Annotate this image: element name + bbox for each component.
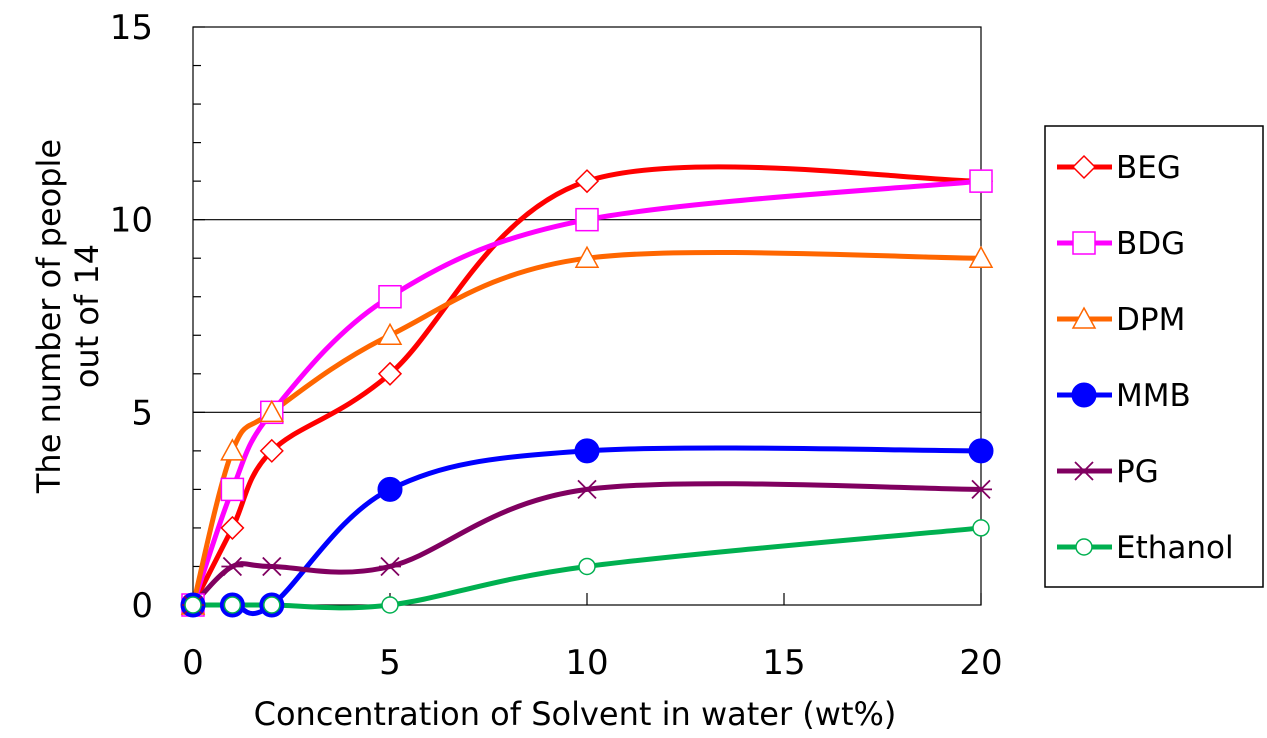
legend-item-beg: BEG [1057, 150, 1181, 186]
point-bdg-1 [220, 477, 245, 502]
legend-marker-ethanol [1075, 538, 1093, 556]
point-beg-5 [377, 361, 403, 386]
legend-label-ethanol: Ethanol [1116, 530, 1234, 566]
point-pg-5 [379, 556, 401, 577]
point-pg-2 [260, 556, 283, 577]
series-line-pg [190, 481, 984, 608]
x-tick-label-5: 5 [379, 643, 401, 683]
point-pg-1 [221, 556, 244, 577]
point-dpm-2 [259, 399, 285, 423]
point-mmb-5 [377, 476, 403, 502]
y-tick-label-5: 5 [131, 393, 153, 433]
legend-item-dpm: DPM [1057, 302, 1185, 338]
legend-marker-mmb [1071, 382, 1097, 408]
point-bdg-10 [575, 207, 599, 232]
legend-box [1044, 125, 1264, 588]
point-ethanol-5 [381, 596, 399, 614]
x-tick-label-0: 0 [182, 643, 204, 683]
y-axis-title-line-1: The number of people [30, 139, 68, 494]
legend-item-bdg: BDG [1057, 226, 1185, 262]
y-tick-label-15: 15 [110, 8, 153, 48]
point-ethanol-10 [578, 557, 596, 576]
tick-labels: 0 5 10 15 0 5 10 15 20 [110, 8, 1003, 683]
legend-marker-pg [1073, 461, 1095, 481]
point-mmb-20 [968, 438, 994, 464]
legend-item-pg: PG [1057, 454, 1159, 490]
legend-marker-bdg [1072, 231, 1096, 255]
point-ethanol-2 [263, 596, 281, 614]
point-mmb-10 [574, 438, 600, 464]
legend-items: BEG BDG DPM MMB PG Ethanol [1057, 150, 1234, 566]
point-dpm-1 [220, 438, 245, 461]
point-dpm-20 [968, 245, 994, 268]
legend-item-mmb: MMB [1057, 378, 1191, 414]
legend-label-dpm: DPM [1116, 302, 1185, 338]
y-axis-title: The number of people out of 14 [30, 139, 106, 494]
x-tick-label-10: 10 [565, 643, 608, 683]
y-tick-label-10: 10 [110, 201, 153, 241]
point-pg-10 [576, 479, 598, 500]
point-dpm-10 [574, 245, 600, 268]
point-beg-10 [574, 169, 600, 194]
legend: BEG BDG DPM MMB PG Ethanol [1044, 125, 1264, 588]
legend-item-ethanol: Ethanol [1057, 530, 1234, 566]
legend-label-beg: BEG [1116, 150, 1181, 186]
legend-marker-dpm [1071, 306, 1097, 329]
x-tick-label-15: 15 [762, 643, 805, 683]
point-dpm-5 [377, 322, 403, 346]
point-beg-1 [220, 515, 245, 540]
legend-marker-beg [1071, 154, 1097, 180]
point-beg-2 [259, 438, 284, 463]
point-pg-20 [970, 479, 992, 500]
x-axis-title: Concentration of Solvent in water (wt%) [254, 695, 897, 733]
x-tick-label-20: 20 [959, 643, 1002, 683]
legend-label-pg: PG [1116, 454, 1159, 490]
legend-label-mmb: MMB [1116, 378, 1191, 414]
point-bdg-5 [378, 284, 402, 309]
point-ethanol-20 [972, 519, 990, 537]
legend-label-bdg: BDG [1116, 226, 1185, 262]
y-tick-label-0: 0 [131, 586, 153, 626]
series-markers [180, 169, 994, 618]
point-ethanol-0 [184, 596, 202, 614]
point-ethanol-1 [223, 596, 242, 614]
plot-area [193, 27, 981, 605]
y-axis-title-line-2: out of 14 [68, 244, 106, 388]
point-bdg-20 [969, 169, 993, 193]
